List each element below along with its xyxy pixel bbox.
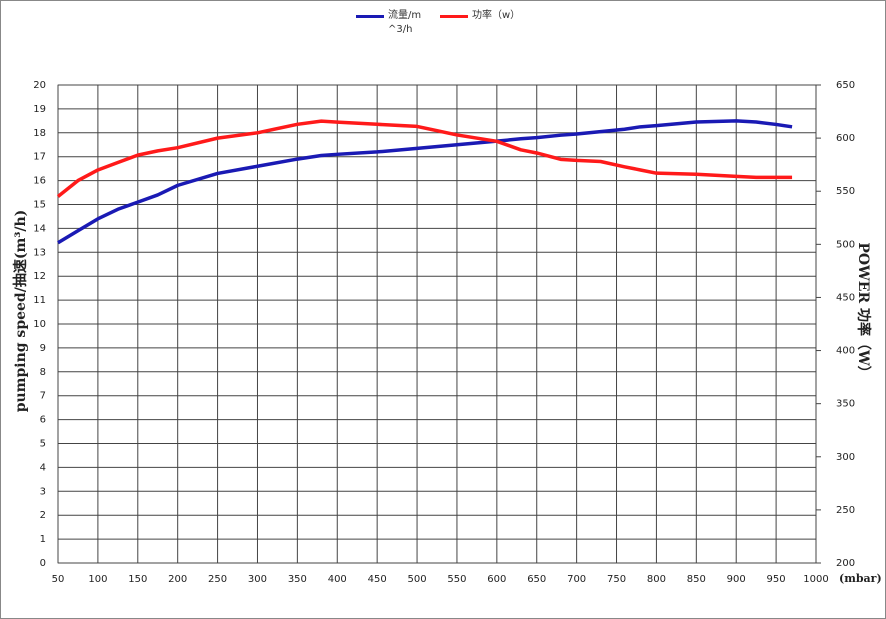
y2-tick-label: 650 xyxy=(836,80,855,91)
y-tick-label: 1 xyxy=(40,534,46,545)
y-tick-label: 11 xyxy=(33,295,46,306)
y-tick-label: 19 xyxy=(33,104,46,115)
y2-tick-label: 200 xyxy=(836,558,855,569)
y2-tick-label: 600 xyxy=(836,133,855,144)
y-tick-label: 16 xyxy=(33,176,46,187)
x-tick-label: 650 xyxy=(527,574,546,585)
y-tick-label: 4 xyxy=(40,462,46,473)
legend-label: 流量/m^3/h xyxy=(388,10,422,35)
legend-item: 流量/m^3/h xyxy=(356,9,426,37)
x-tick-label: 50 xyxy=(52,574,65,585)
x-tick-label: 500 xyxy=(408,574,427,585)
y-tick-label: 6 xyxy=(40,415,46,426)
x-tick-label: 550 xyxy=(447,574,466,585)
legend-swatch xyxy=(356,15,384,18)
y2-tick-label: 500 xyxy=(836,239,855,250)
y2-tick-label: 300 xyxy=(836,452,855,463)
legend-label: 功率（w） xyxy=(472,10,521,21)
y-tick-label: 9 xyxy=(40,343,46,354)
y2-tick-label: 350 xyxy=(836,399,855,410)
x-tick-label: 100 xyxy=(88,574,107,585)
x-tick-label: 950 xyxy=(767,574,786,585)
y2-tick-label: 450 xyxy=(836,292,855,303)
x-tick-label: 1000 xyxy=(803,574,828,585)
series-line xyxy=(57,119,793,245)
x-tick-label: 200 xyxy=(168,574,187,585)
legend-item: 功率（w） xyxy=(440,9,520,37)
x-tick-label: 750 xyxy=(607,574,626,585)
x-tick-label: 400 xyxy=(328,574,347,585)
x-tick-label: 350 xyxy=(288,574,307,585)
y2-tick-label: 550 xyxy=(836,186,855,197)
y-tick-label: 12 xyxy=(33,271,46,282)
y2-tick-label: 400 xyxy=(836,346,855,357)
x-tick-label: 250 xyxy=(208,574,227,585)
x-tick-label: 300 xyxy=(248,574,267,585)
y-tick-label: 10 xyxy=(33,319,46,330)
series-line xyxy=(56,119,793,198)
y-tick-label: 8 xyxy=(40,367,46,378)
x-unit: (mbar) xyxy=(839,572,882,585)
x-tick-label: 450 xyxy=(368,574,387,585)
legend: 流量/m^3/h 功率（w） xyxy=(356,9,520,37)
y-tick-label: 5 xyxy=(40,439,46,450)
y-tick-label: 7 xyxy=(40,391,46,402)
y-tick-label: 18 xyxy=(33,128,46,139)
x-tick-label: 900 xyxy=(727,574,746,585)
y-axis-label: pumping speed/抽速(m³/h) xyxy=(12,210,29,413)
y-tick-label: 14 xyxy=(33,223,46,234)
legend-swatch xyxy=(440,15,468,18)
x-tick-label: 150 xyxy=(128,574,147,585)
x-tick-label: 700 xyxy=(567,574,586,585)
x-tick-label: 850 xyxy=(687,574,706,585)
y-tick-label: 17 xyxy=(33,152,46,163)
y-tick-label: 13 xyxy=(33,247,46,258)
x-tick-label: 600 xyxy=(487,574,506,585)
y2-axis-label: POWER 功率（W） xyxy=(855,242,872,379)
x-tick-label: 800 xyxy=(647,574,666,585)
y-tick-label: 3 xyxy=(40,486,46,497)
y-tick-label: 2 xyxy=(40,510,46,521)
y-tick-label: 20 xyxy=(33,80,46,91)
y2-tick-label: 250 xyxy=(836,505,855,516)
y-tick-label: 0 xyxy=(40,558,46,569)
y-tick-label: 15 xyxy=(33,200,46,211)
